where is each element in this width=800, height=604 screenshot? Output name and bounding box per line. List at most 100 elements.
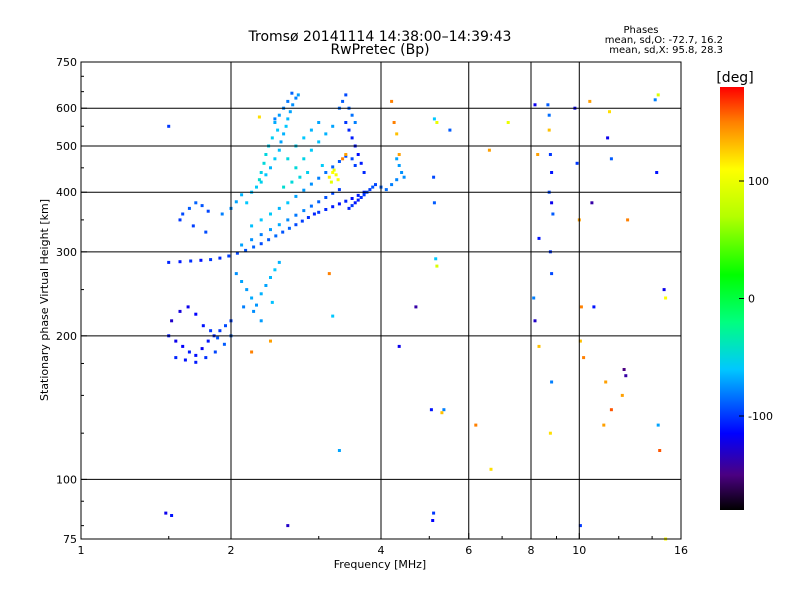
x-tick-label: 10 [572, 544, 586, 557]
data-point [320, 164, 324, 167]
data-point [302, 209, 306, 213]
data-point [269, 228, 272, 232]
data-point [337, 449, 341, 452]
data-point [259, 171, 263, 174]
data-point [286, 524, 290, 528]
data-point [656, 423, 660, 427]
data-point [317, 210, 321, 214]
data-point [353, 201, 357, 205]
data-point [334, 173, 338, 177]
x-axis-ticks: 1 2 4 6 8 10 16 [78, 533, 688, 557]
data-point [201, 324, 205, 328]
data-point [550, 201, 554, 205]
chart-title-line2: RwPretec (Bp) [330, 42, 429, 58]
scatter-points [164, 91, 668, 541]
data-point [206, 339, 210, 343]
data-point [294, 194, 298, 198]
data-point [194, 312, 198, 316]
x-tick-label: 6 [465, 544, 472, 557]
data-point [222, 342, 226, 346]
data-point [273, 157, 277, 161]
data-point [344, 93, 348, 97]
data-point [273, 121, 277, 124]
data-point [353, 121, 357, 124]
data-point [273, 268, 277, 272]
data-point [300, 219, 304, 223]
data-point [448, 128, 452, 132]
data-point [167, 260, 171, 264]
data-point [329, 180, 333, 184]
data-point [331, 205, 335, 209]
data-point [362, 171, 366, 174]
data-point [356, 198, 360, 202]
data-point [341, 157, 345, 161]
data-point [337, 160, 341, 163]
data-point [656, 93, 660, 97]
data-point [204, 356, 208, 360]
x-tick-label: 1 [78, 544, 85, 557]
data-point [622, 368, 626, 371]
data-point [259, 319, 263, 323]
data-point [414, 305, 418, 309]
data-point [170, 319, 174, 323]
y-tick-label: 750 [56, 56, 77, 69]
data-point [609, 157, 613, 161]
data-point [324, 196, 328, 199]
data-point [337, 188, 341, 192]
data-point [277, 206, 281, 210]
data-point [290, 180, 294, 184]
data-point [344, 153, 348, 156]
data-point [582, 356, 586, 360]
data-point [245, 201, 249, 205]
data-point [270, 300, 274, 304]
data-point [259, 242, 263, 246]
data-point [234, 200, 238, 204]
data-point [432, 511, 436, 515]
data-point [178, 260, 182, 264]
data-point [277, 260, 281, 264]
data-point [317, 121, 321, 124]
data-point [286, 117, 290, 121]
data-point [347, 128, 351, 132]
data-point [270, 136, 274, 140]
data-point [359, 196, 363, 199]
data-point [213, 350, 217, 354]
data-point [200, 347, 204, 351]
data-point [331, 191, 335, 195]
data-point [194, 353, 198, 357]
data-point [537, 236, 541, 240]
data-point [331, 165, 335, 169]
data-point [286, 99, 290, 103]
data-point [432, 175, 436, 179]
data-point [324, 132, 328, 136]
data-point [546, 103, 550, 107]
data-point [608, 110, 611, 114]
data-point [288, 110, 292, 114]
x-tick-label: 16 [674, 544, 688, 557]
data-point [344, 154, 348, 158]
data-point [356, 193, 360, 197]
phases-o-stats: mean, sd,O: -72.7, 16.2 [605, 35, 723, 46]
data-point [350, 197, 354, 200]
y-tick-label: 600 [56, 102, 77, 115]
data-point [250, 224, 254, 228]
data-point [487, 148, 491, 152]
data-point [442, 408, 446, 412]
data-point [181, 344, 185, 348]
data-point [324, 171, 328, 174]
data-point [273, 117, 277, 121]
data-point [282, 132, 286, 136]
data-point [309, 128, 313, 132]
data-point [402, 175, 406, 179]
data-point [397, 164, 401, 167]
data-point [189, 259, 193, 263]
y-tick-label: 200 [56, 330, 77, 343]
data-point [264, 153, 268, 156]
data-point [662, 288, 666, 292]
y-axis-label: Stationary phase Virtual Height [km] [38, 199, 51, 401]
data-point [178, 218, 182, 222]
data-point [216, 336, 220, 340]
data-point [548, 153, 552, 156]
data-point [294, 223, 298, 227]
data-point [227, 254, 231, 258]
